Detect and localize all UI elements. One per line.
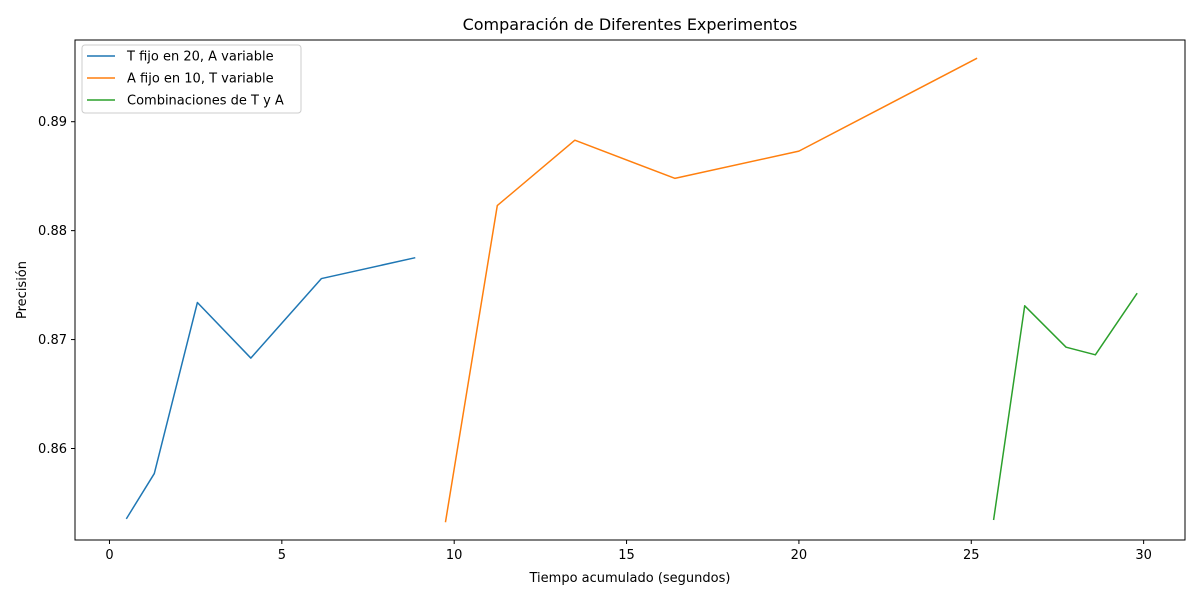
legend: T fijo en 20, A variable A fijo en 10, T … — [81, 44, 302, 114]
y-tick-label: 0.86 — [38, 442, 67, 457]
legend-label-3: Combinaciones de T y A — [127, 94, 284, 109]
series-line-1 — [125, 256, 416, 520]
chart-title: Comparación de Diferentes Experimentos — [463, 15, 798, 34]
x-tick-label: 5 — [278, 548, 286, 563]
y-tick-label: 0.87 — [38, 333, 67, 348]
x-axis: 0 5 10 15 20 25 30 — [105, 540, 1152, 563]
y-axis: 0.86 0.87 0.88 0.89 — [38, 115, 75, 457]
x-tick-label: 30 — [1135, 548, 1152, 563]
x-tick-label: 15 — [618, 548, 635, 563]
x-axis-label: Tiempo acumulado (segundos) — [529, 571, 731, 586]
x-tick-label: 25 — [963, 548, 980, 563]
legend-box — [81, 44, 302, 114]
y-tick-label: 0.88 — [38, 224, 67, 239]
y-axis-label: Precisión — [15, 261, 30, 319]
legend-label-2: A fijo en 10, T variable — [127, 72, 274, 87]
y-tick-label: 0.89 — [38, 115, 67, 130]
series-line-2 — [444, 57, 978, 523]
legend-label-1: T fijo en 20, A variable — [126, 50, 274, 65]
axes-frame — [74, 39, 1186, 541]
series-line-3 — [992, 292, 1138, 521]
x-tick-label: 20 — [791, 548, 808, 563]
x-tick-label: 10 — [446, 548, 463, 563]
plot-area — [125, 57, 1138, 523]
x-tick-label: 0 — [105, 548, 113, 563]
